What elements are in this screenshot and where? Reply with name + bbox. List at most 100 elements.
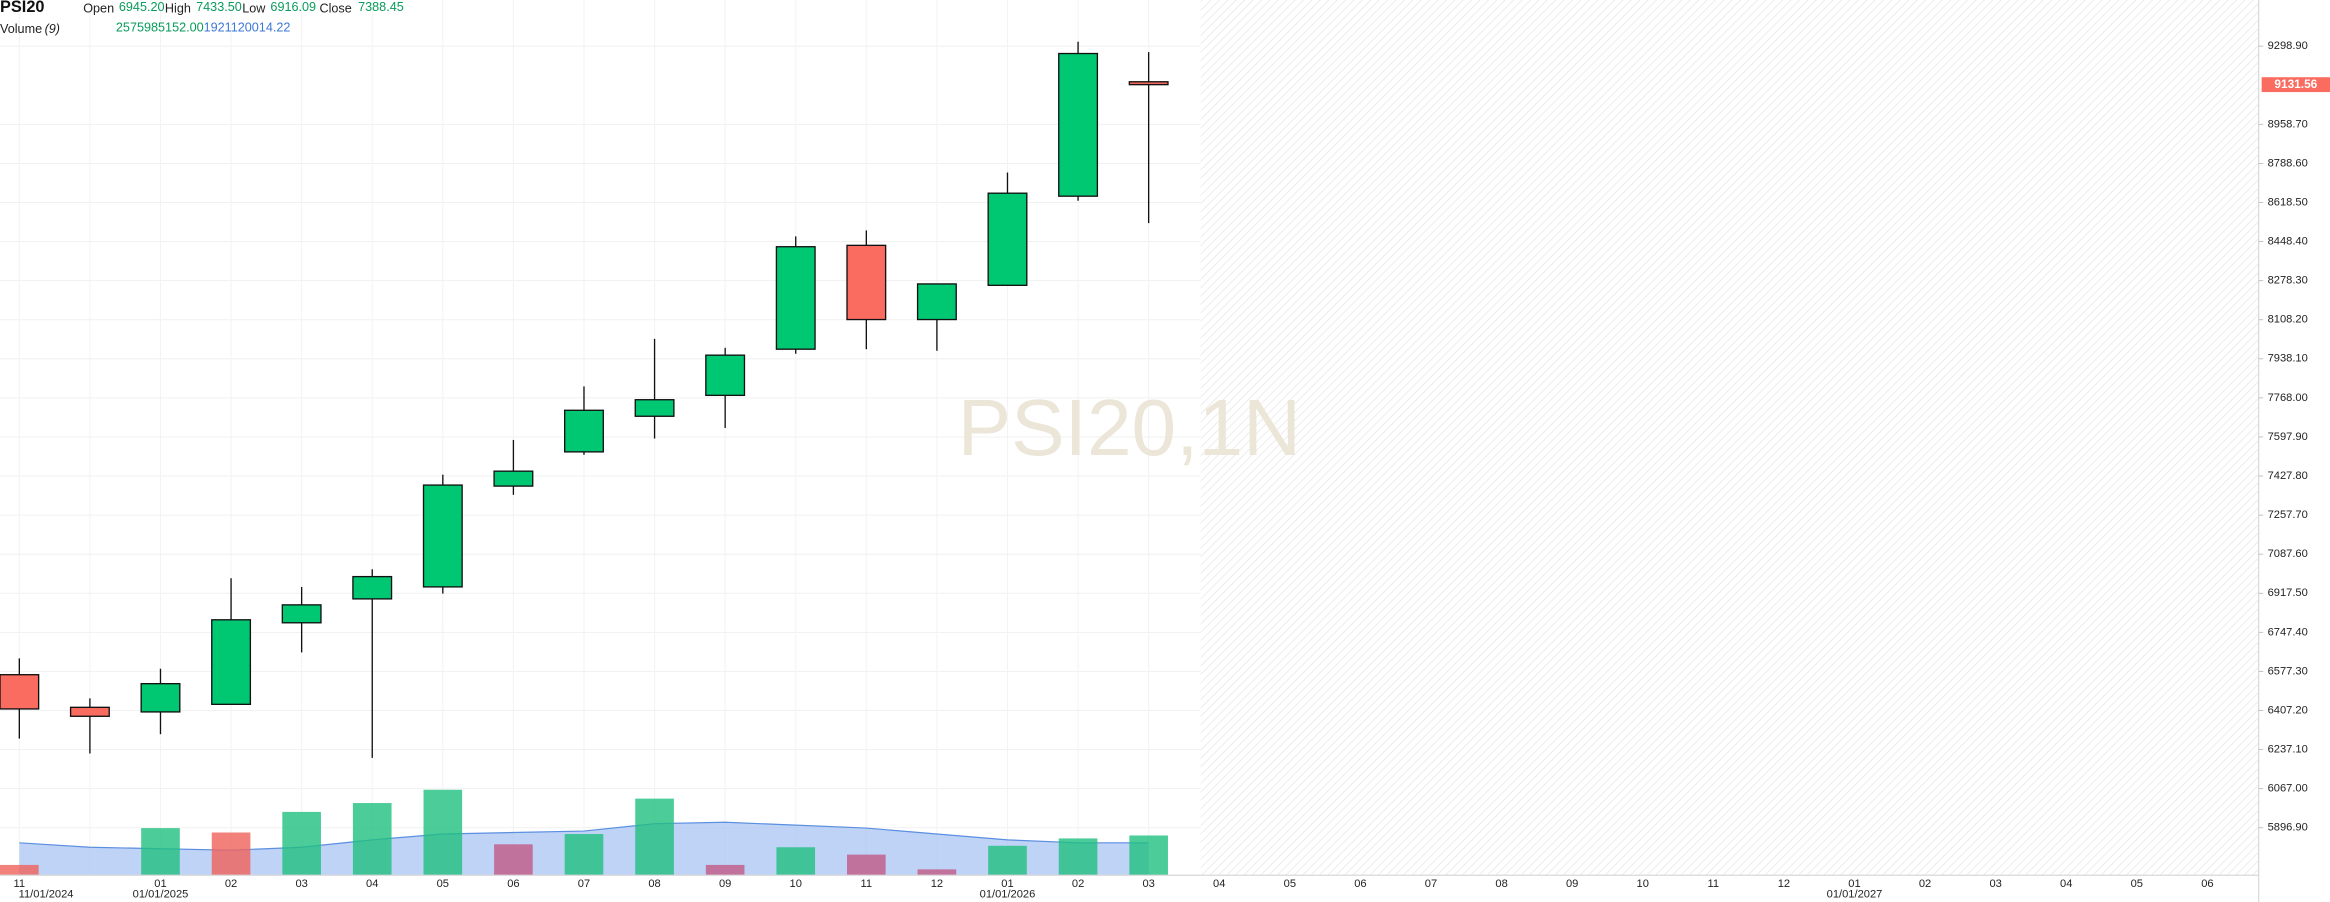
volume-bar: [282, 811, 321, 876]
x-tick-label: 06: [1354, 878, 1366, 890]
ohlc-value: 6916.09: [270, 0, 316, 14]
y-tick-label: 8448.40: [2268, 236, 2308, 248]
period-label: 01/01/2026: [980, 889, 1036, 901]
volume-bar: [564, 834, 604, 876]
x-tick-label: 12: [1778, 878, 1790, 890]
y-tick-label: 7087.60: [2268, 548, 2308, 560]
candle-body: [211, 619, 252, 706]
x-tick-label: 03: [1142, 878, 1154, 890]
period-label: 11/01/2024: [19, 889, 74, 901]
volume-bar: [917, 869, 957, 876]
volume-pane: [0, 789, 1168, 876]
ohlc-label: Low: [242, 1, 266, 15]
y-tick-label: 8108.20: [2268, 314, 2308, 326]
y-tick-label: 6237.10: [2268, 744, 2308, 756]
future-area: [1200, 0, 2259, 876]
candle-body: [0, 674, 40, 710]
x-tick-label: 07: [578, 878, 590, 890]
volume-bar: [988, 845, 1027, 876]
x-tick-label: 03: [295, 878, 307, 890]
y-tick-label: 7257.70: [2268, 509, 2308, 521]
x-tick-label: 09: [1566, 878, 1578, 890]
candle-body: [846, 244, 887, 321]
volume-bar: [211, 832, 251, 876]
volume-bar: [847, 854, 886, 876]
x-tick-label: 04: [2060, 878, 2072, 890]
last-price-label: 9131.56: [2274, 77, 2317, 91]
volume-period: (9): [45, 22, 60, 36]
legend-header: PSI20 Open 6945.20 High 7433.50 Low 6916…: [0, 0, 404, 36]
x-tick-label: 05: [437, 878, 449, 890]
x-tick-label: 07: [1425, 878, 1437, 890]
x-tick-label: 11: [1708, 878, 1720, 890]
x-tick-label: 10: [1637, 878, 1649, 890]
y-tick-label: 6407.20: [2268, 704, 2308, 716]
volume-bar: [352, 803, 392, 876]
candle-body: [1058, 52, 1099, 197]
x-tick-label: 09: [719, 878, 731, 890]
x-tick-label: 11: [861, 878, 873, 890]
y-tick-label: 5896.90: [2268, 822, 2308, 834]
x-tick-label: 04: [1213, 878, 1225, 890]
volume-bar: [1129, 835, 1168, 876]
x-tick-label: 05: [2131, 878, 2143, 890]
y-tick-label: 7427.80: [2268, 470, 2308, 482]
x-tick-label: 01: [154, 878, 166, 890]
x-tick-label: 02: [1919, 878, 1931, 890]
y-tick-label: 6917.50: [2268, 587, 2308, 599]
ohlc-value: 7433.50: [196, 0, 242, 14]
candle-body: [140, 682, 181, 713]
y-tick-label: 7597.90: [2268, 431, 2308, 443]
y-tick-label: 6747.40: [2268, 626, 2308, 638]
volume-average-value: 1921120014.22: [204, 21, 291, 35]
symbol: PSI20: [0, 0, 44, 16]
candle-body: [987, 192, 1028, 286]
y-tick-label: 8958.70: [2268, 118, 2308, 130]
last-price-marker: [2261, 77, 2330, 93]
candle-body: [563, 409, 604, 453]
ohlc-value: 6945.20: [119, 0, 165, 14]
x-tick-label: 03: [1989, 878, 2001, 890]
volume-bar: [423, 789, 463, 876]
volume-label: Volume: [0, 22, 42, 36]
x-tick-label: 10: [790, 878, 802, 890]
y-tick-label: 8278.30: [2268, 275, 2308, 287]
x-tick-label: 05: [1284, 878, 1296, 890]
volume-value: 2575985152.00: [116, 21, 204, 35]
candle-body: [493, 470, 534, 487]
candle-body: [281, 604, 322, 624]
y-tick-label: 7938.10: [2268, 353, 2308, 365]
x-tick-label: 12: [931, 878, 943, 890]
y-tick-label: 8788.60: [2268, 157, 2308, 169]
volume-bar: [705, 864, 745, 876]
ohlc-label: High: [165, 1, 191, 15]
x-tick-label: 02: [225, 878, 237, 890]
period-label: 01/01/2027: [1827, 889, 1883, 901]
x-tick-label: 01: [1848, 878, 1860, 890]
ohlc-value: 7388.45: [358, 0, 404, 14]
x-tick-label: 06: [507, 878, 519, 890]
candle-body: [69, 706, 110, 717]
volume-bar: [1058, 838, 1098, 876]
ohlc-label: Close: [319, 1, 351, 15]
volume-average-line: [19, 821, 1149, 851]
y-tick-label: 6577.30: [2268, 665, 2308, 677]
x-tick-label: 06: [2201, 878, 2213, 890]
candle-body: [422, 484, 463, 588]
candle-body: [775, 246, 816, 350]
volume-bar: [141, 828, 180, 876]
volume-bar: [635, 798, 674, 876]
watermark: PSI20,1N: [958, 383, 1301, 473]
candle-body: [916, 283, 957, 321]
ohlc-label: Open: [83, 1, 114, 15]
x-tick-label: 08: [1495, 878, 1507, 890]
y-tick-label: 7768.00: [2268, 392, 2308, 404]
volume-bar: [494, 844, 533, 876]
candles: [0, 41, 1169, 758]
y-tick-label: 8618.50: [2268, 196, 2308, 208]
x-tick-label: 08: [648, 878, 660, 890]
period-label: 01/01/2025: [133, 889, 189, 901]
volume-bar: [776, 847, 816, 876]
x-tick-label: 11: [14, 878, 26, 890]
